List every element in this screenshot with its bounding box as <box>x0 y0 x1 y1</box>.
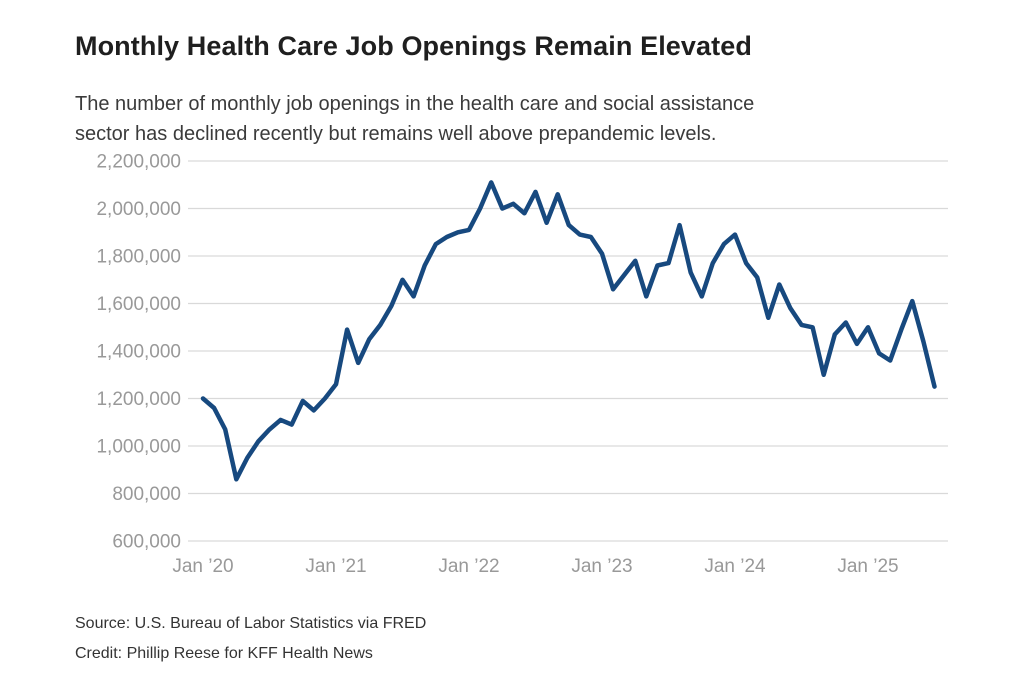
chart-subtitle: The number of monthly job openings in th… <box>75 93 755 145</box>
y-axis-tick-label: 2,200,000 <box>96 152 181 173</box>
y-axis-tick-label: 1,400,000 <box>96 342 181 363</box>
credit-note: Credit: Phillip Reese for KFF Health New… <box>75 645 373 662</box>
x-axis-tick-label: Jan ’23 <box>571 556 632 577</box>
y-axis-tick-label: 2,000,000 <box>96 199 181 220</box>
job-openings-line <box>200 180 937 482</box>
y-axis-tick-label: 1,200,000 <box>96 389 181 410</box>
footer-notes: Source: U.S. Bureau of Labor Statistics … <box>75 609 426 669</box>
x-axis-tick-label: Jan ’24 <box>704 556 766 577</box>
x-axis-tick-label: Jan ’25 <box>837 556 898 577</box>
y-axis-tick-label: 1,800,000 <box>96 247 181 268</box>
x-axis-tick-label: Jan ’22 <box>438 556 499 577</box>
x-axis-tick-label: Jan ’20 <box>172 556 233 577</box>
y-axis-tick-label: 1,000,000 <box>96 437 181 458</box>
y-axis-tick-label: 600,000 <box>112 532 181 553</box>
chart-title: Monthly Health Care Job Openings Remain … <box>75 31 752 62</box>
source-note: Source: U.S. Bureau of Labor Statistics … <box>75 615 427 632</box>
y-axis-tick-label: 1,600,000 <box>96 294 181 315</box>
y-axis-tick-label: 800,000 <box>112 484 181 505</box>
x-axis-tick-label: Jan ’21 <box>305 556 366 577</box>
